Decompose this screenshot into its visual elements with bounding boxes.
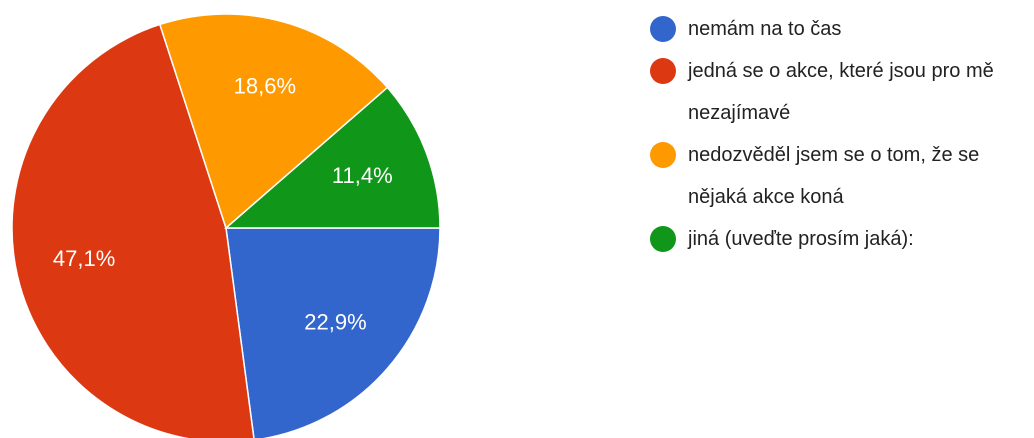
legend-label: jedná se o akce, které jsou pro mě nezaj… <box>688 60 994 124</box>
chart: 22,9% 47,1% 18,6% 11,4% <box>11 13 441 438</box>
legend-item: jedná se o akce, které jsou pro mě nezaj… <box>648 50 1034 134</box>
slice-label: 47,1% <box>53 246 115 271</box>
legend-item: nedozvěděl jsem se o tom, že se nějaká a… <box>648 134 1034 218</box>
slice-label: 11,4% <box>332 163 393 188</box>
legend-swatch <box>650 58 676 84</box>
slice-label: 18,6% <box>234 74 296 99</box>
legend-swatch <box>650 16 676 42</box>
pie-slice <box>223 86 441 229</box>
legend-label: jiná (uveďte prosím jaká): <box>688 228 914 250</box>
pie-slice <box>225 227 441 438</box>
legend: nemám na to čas jedná se o akce, které js… <box>648 8 1034 260</box>
legend-swatch <box>650 142 676 168</box>
legend-item: nemám na to čas <box>648 8 1034 50</box>
legend-label: nemám na to čas <box>688 18 842 40</box>
legend-swatch <box>650 226 676 252</box>
pie-slice <box>158 13 389 230</box>
slice-label: 22,9% <box>304 310 366 335</box>
legend-item: jiná (uveďte prosím jaká): <box>648 218 1034 260</box>
legend-label: nedozvěděl jsem se o tom, že se nějaká a… <box>688 144 980 208</box>
